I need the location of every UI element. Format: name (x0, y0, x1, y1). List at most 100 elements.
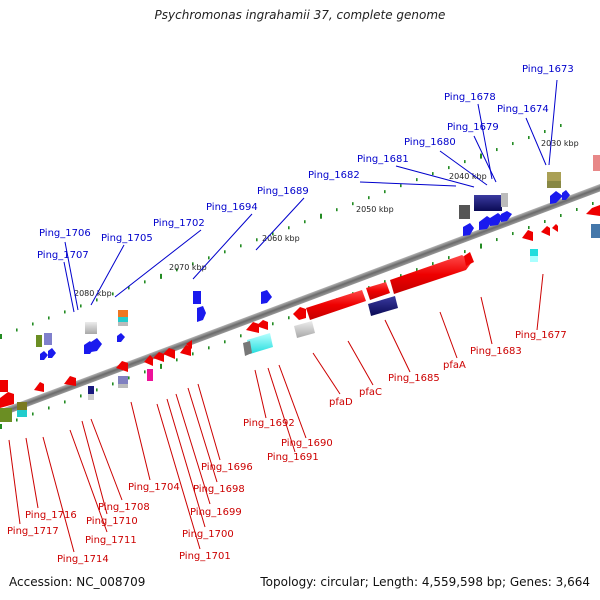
tick-mark (448, 166, 450, 170)
tick-mark (320, 213, 322, 219)
gene-arrow (64, 376, 76, 386)
tick-mark (208, 256, 210, 260)
gene-block (118, 317, 128, 322)
leader-line (69, 429, 108, 533)
gene-arrow (479, 216, 493, 230)
gene-arrow (256, 320, 268, 330)
gene-arrow (48, 348, 56, 358)
tick-mark (176, 268, 178, 272)
gene-arrow (541, 226, 550, 236)
gene-label: Ping_1674 (497, 104, 549, 115)
gene-arrow (261, 290, 272, 304)
leader-line (114, 229, 202, 298)
track-tick-marks (0, 124, 594, 429)
gene-block (118, 384, 128, 388)
leader-line (312, 352, 341, 395)
gene-label: Ping_1714 (57, 554, 109, 565)
gene-label: Ping_1708 (98, 502, 150, 513)
gene-block (0, 380, 8, 392)
tick-mark (432, 172, 434, 176)
tick-mark (160, 273, 162, 279)
gene-block (474, 195, 502, 211)
kbp-tick-label: 2060 kbp (262, 234, 300, 243)
gene-arrow (463, 223, 474, 236)
gene-label: Ping_1698 (193, 484, 245, 495)
gene-label: Ping_1701 (179, 551, 231, 562)
leader-line (347, 340, 374, 386)
tick-mark (528, 226, 530, 230)
leader-line (254, 369, 267, 419)
tick-mark (208, 346, 210, 350)
gene-block (88, 386, 94, 394)
tick-mark (480, 243, 482, 249)
tick-mark (192, 352, 194, 356)
gene-label: Ping_1679 (447, 122, 499, 133)
tick-mark (496, 148, 498, 152)
tick-mark (368, 196, 370, 200)
gene-arrow (490, 213, 503, 226)
gene-arrow (501, 211, 512, 222)
gene-block (147, 369, 153, 381)
gene-features (0, 155, 600, 422)
tick-mark (144, 370, 146, 374)
gene-label: Ping_1699 (190, 507, 242, 518)
gene-label: Ping_1691 (267, 452, 319, 463)
label-leader-lines (8, 79, 558, 553)
leader-line (63, 261, 75, 313)
gene-arrow (390, 255, 472, 294)
tick-mark (128, 376, 130, 380)
gene-block (294, 321, 315, 338)
gene-label: Ping_1692 (243, 418, 295, 429)
tick-mark (224, 340, 226, 344)
leader-line (81, 420, 108, 515)
tick-mark (64, 400, 66, 404)
tick-mark (96, 298, 98, 302)
kbp-tick-label: 2050 kbp (356, 205, 394, 214)
gene-arrow (117, 333, 125, 342)
gene-label: Ping_1717 (7, 526, 59, 537)
tick-mark (176, 358, 178, 362)
tick-mark (336, 208, 338, 212)
gene-label: Ping_1690 (281, 438, 333, 449)
leader-line (278, 364, 307, 439)
gene-arrow (550, 191, 563, 204)
gene-arrow (586, 205, 600, 216)
kbp-tick-label: 2030 kbp (541, 139, 579, 148)
gene-block (459, 205, 470, 219)
gene-label: Ping_1705 (101, 233, 153, 244)
gene-block (44, 333, 52, 345)
leader-line (439, 311, 458, 359)
gene-label: Ping_1682 (308, 170, 360, 181)
gene-block (501, 193, 508, 207)
leader-line (477, 103, 493, 180)
tick-mark (576, 207, 578, 211)
tick-mark (288, 226, 290, 230)
gene-arrow (0, 392, 14, 408)
gene-arrow (144, 355, 153, 366)
gene-arrow (197, 306, 206, 322)
leader-line (90, 418, 123, 501)
leader-line (359, 181, 457, 187)
gene-block (593, 155, 600, 171)
gene-label: pfaD (329, 397, 353, 408)
leader-line (42, 436, 75, 553)
gene-label: pfaA (443, 360, 466, 371)
gene-arrow (91, 338, 102, 352)
tick-mark (112, 382, 114, 386)
tick-mark (400, 184, 402, 188)
gene-label: Ping_1681 (357, 154, 409, 165)
gene-arrow (40, 351, 48, 360)
gene-block (118, 310, 128, 317)
tick-mark (112, 292, 114, 296)
leader-line (130, 401, 151, 481)
gene-label: Ping_1673 (522, 64, 574, 75)
gene-arrow (34, 382, 44, 392)
leader-line (525, 117, 547, 166)
gene-label: Ping_1677 (515, 330, 567, 341)
leader-line (439, 150, 488, 186)
gene-label: Ping_1685 (388, 373, 440, 384)
gene-arrow (293, 307, 306, 320)
